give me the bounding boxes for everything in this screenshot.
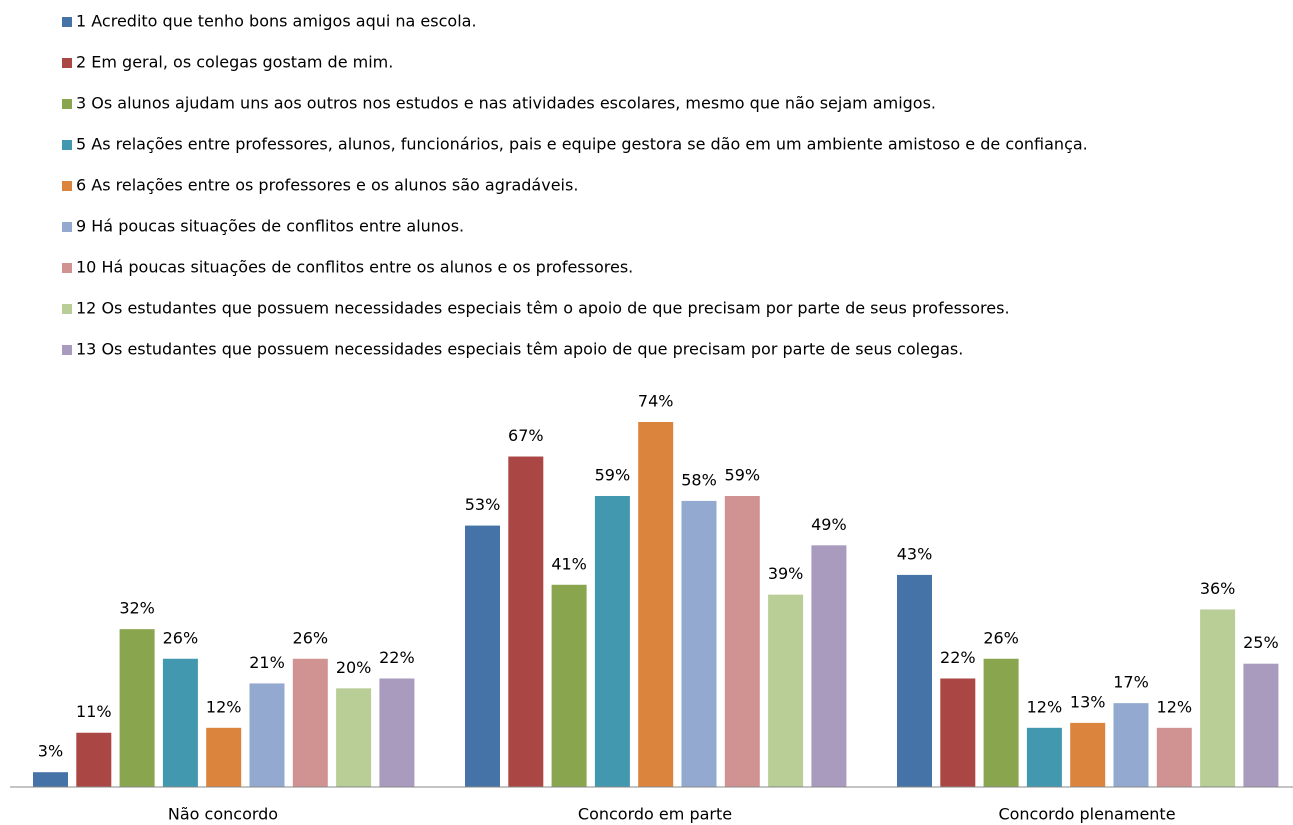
data-label: 20% bbox=[336, 658, 372, 677]
data-label: 12% bbox=[1157, 697, 1193, 716]
bar bbox=[379, 678, 415, 787]
data-label: 22% bbox=[379, 648, 415, 667]
bar bbox=[594, 495, 630, 787]
data-label: 12% bbox=[1027, 697, 1063, 716]
data-label: 17% bbox=[1113, 673, 1149, 692]
bar bbox=[940, 678, 976, 787]
data-label: 12% bbox=[206, 697, 242, 716]
bar bbox=[897, 574, 932, 787]
bar bbox=[983, 658, 1019, 787]
legend-swatch bbox=[62, 304, 72, 314]
bar bbox=[1200, 609, 1236, 787]
bar bbox=[336, 688, 372, 787]
x-tick-label: Não concordo bbox=[168, 805, 278, 824]
legend-label: 2 Em geral, os colegas gostam de mim. bbox=[76, 53, 393, 72]
data-label: 11% bbox=[76, 702, 112, 721]
bar bbox=[33, 772, 68, 787]
x-tick-label: Concordo em parte bbox=[578, 805, 732, 824]
bar bbox=[1026, 727, 1062, 787]
data-label: 67% bbox=[508, 426, 544, 445]
legend-label: 5 As relações entre professores, alunos,… bbox=[76, 135, 1088, 154]
data-label: 32% bbox=[119, 599, 155, 618]
bar bbox=[724, 495, 760, 787]
data-label: 13% bbox=[1070, 692, 1106, 711]
legend-label: 1 Acredito que tenho bons amigos aqui na… bbox=[76, 12, 477, 31]
data-label: 43% bbox=[897, 544, 933, 563]
legend-label: 12 Os estudantes que possuem necessidade… bbox=[76, 299, 1010, 318]
data-label: 59% bbox=[725, 465, 761, 484]
legend-swatch bbox=[62, 140, 72, 150]
data-label: 36% bbox=[1200, 579, 1236, 598]
legend-swatch bbox=[62, 222, 72, 232]
bar bbox=[508, 456, 544, 787]
data-label: 25% bbox=[1243, 633, 1279, 652]
legend-label: 9 Há poucas situações de conflitos entre… bbox=[76, 217, 464, 236]
bar bbox=[681, 500, 717, 787]
legend-swatch bbox=[62, 263, 72, 273]
data-label: 59% bbox=[595, 465, 631, 484]
data-label: 58% bbox=[681, 470, 717, 489]
data-label: 22% bbox=[940, 648, 976, 667]
legend-swatch bbox=[62, 181, 72, 191]
bar bbox=[1070, 722, 1106, 787]
data-label: 74% bbox=[638, 392, 674, 411]
data-label: 26% bbox=[983, 628, 1019, 647]
legend-label: 6 As relações entre os professores e os … bbox=[76, 176, 578, 195]
legend-swatch bbox=[62, 345, 72, 355]
data-label: 49% bbox=[811, 515, 847, 534]
data-label: 21% bbox=[249, 653, 285, 672]
data-label: 3% bbox=[38, 742, 63, 761]
bar bbox=[551, 584, 587, 787]
bar bbox=[76, 732, 112, 787]
bar bbox=[768, 594, 804, 787]
bar bbox=[292, 658, 328, 787]
data-label: 41% bbox=[551, 554, 587, 573]
data-label: 26% bbox=[163, 628, 199, 647]
bar bbox=[1156, 727, 1192, 787]
bar bbox=[206, 727, 242, 787]
legend-swatch bbox=[62, 99, 72, 109]
bar bbox=[1113, 703, 1149, 787]
bar bbox=[249, 683, 285, 787]
legend-swatch bbox=[62, 17, 72, 27]
bar bbox=[638, 422, 674, 787]
x-tick-label: Concordo plenamente bbox=[998, 805, 1175, 824]
bar bbox=[1243, 663, 1279, 787]
bar bbox=[162, 658, 198, 787]
legend-label: 3 Os alunos ajudam uns aos outros nos es… bbox=[76, 94, 936, 113]
legend-label: 10 Há poucas situações de conflitos entr… bbox=[76, 258, 633, 277]
bar bbox=[119, 629, 155, 787]
legend-label: 13 Os estudantes que possuem necessidade… bbox=[76, 340, 963, 359]
data-label: 26% bbox=[293, 628, 329, 647]
data-label: 39% bbox=[768, 564, 804, 583]
data-label: 53% bbox=[465, 495, 501, 514]
bar bbox=[811, 545, 847, 787]
legend-swatch bbox=[62, 58, 72, 68]
bar bbox=[465, 525, 500, 787]
